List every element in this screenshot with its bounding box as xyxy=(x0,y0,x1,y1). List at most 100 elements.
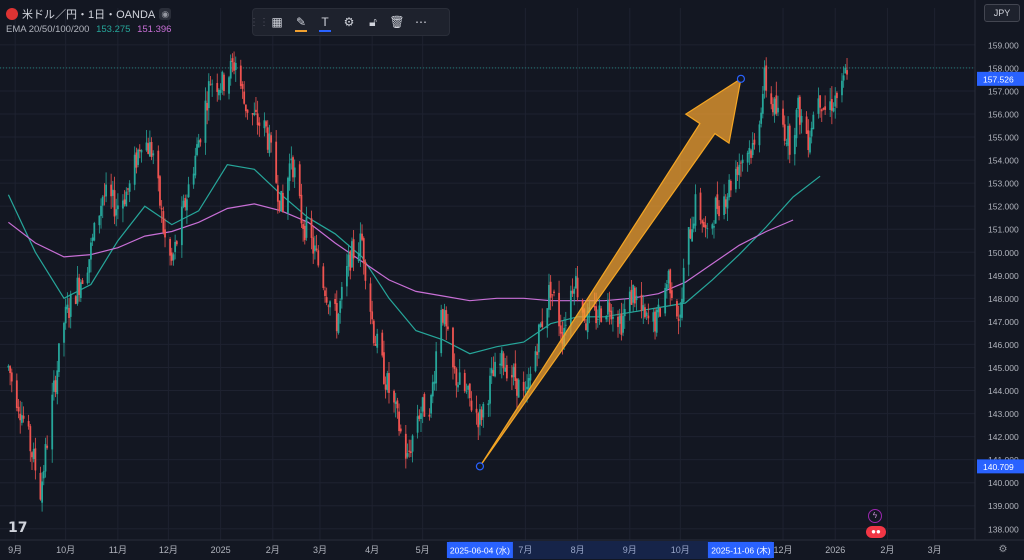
candle-body xyxy=(292,157,294,178)
crosshair-date-label: 2025-06-04 (水) xyxy=(450,546,510,556)
candle-body xyxy=(54,380,57,393)
tradingview-logo-icon[interactable]: 17 xyxy=(8,520,28,536)
candle-body xyxy=(229,60,232,79)
arrow-drawing-layer xyxy=(475,74,746,471)
grid xyxy=(0,8,975,540)
candle-body xyxy=(748,147,751,154)
candle-body xyxy=(537,324,540,353)
candle-body xyxy=(736,166,739,175)
candle-body xyxy=(337,313,340,333)
candle-body xyxy=(288,163,291,182)
delete-icon[interactable]: 🗑︎ xyxy=(389,15,405,29)
candle-body xyxy=(665,284,668,290)
candle-body xyxy=(770,93,773,105)
candle-body xyxy=(822,107,825,110)
candle-body xyxy=(718,205,720,217)
candle-body xyxy=(420,413,422,419)
candle-body xyxy=(287,177,289,213)
candle-body xyxy=(76,277,79,304)
candle-body xyxy=(682,267,685,302)
symbol-title[interactable]: 米ドル／円・1日・OANDA xyxy=(22,9,156,21)
candle-body xyxy=(137,149,139,165)
candle-body xyxy=(359,233,362,256)
candle-body xyxy=(351,241,353,268)
eye-icon[interactable]: ◉ xyxy=(159,8,172,20)
candle-body xyxy=(216,83,219,92)
drag-grip-icon[interactable]: ⋮⋮ xyxy=(249,16,269,28)
candle-body xyxy=(246,109,249,113)
more-icon[interactable]: ⋯ xyxy=(415,15,427,29)
candle-body xyxy=(499,363,502,366)
candle-body xyxy=(596,319,599,321)
candle-body xyxy=(628,291,631,312)
candle-body xyxy=(10,372,13,382)
lock-icon[interactable]: 🔓︎ xyxy=(369,14,377,29)
arrow-start-handle xyxy=(475,462,485,471)
candle-body xyxy=(64,306,67,324)
candle-body xyxy=(785,143,788,145)
time-tick-label: 3月 xyxy=(928,545,942,555)
candle-body xyxy=(681,298,683,318)
candle-body xyxy=(302,224,305,229)
price-tick-label: 140.000 xyxy=(988,478,1019,488)
candle-body xyxy=(598,305,601,318)
candle-body xyxy=(383,352,385,384)
candle-body xyxy=(207,81,210,109)
candle-body xyxy=(807,130,810,151)
price-tick-label: 144.000 xyxy=(988,386,1019,396)
price-tick-label: 154.000 xyxy=(988,156,1019,166)
price-tick-label: 152.000 xyxy=(988,202,1019,212)
candle-body xyxy=(335,302,338,332)
candle-body xyxy=(186,199,188,211)
time-tick-label: 2月 xyxy=(880,545,894,555)
currency-selector[interactable]: JPY xyxy=(984,4,1020,22)
candle-body xyxy=(517,379,520,398)
fill-color-icon[interactable]: ✎ xyxy=(289,11,313,33)
candle-body xyxy=(633,287,636,304)
candle-body xyxy=(595,306,598,324)
candle-body xyxy=(723,196,725,216)
price-tick-label: 155.000 xyxy=(988,133,1019,143)
candle-body xyxy=(44,444,47,472)
candle-body xyxy=(406,453,409,457)
price-tick-label: 151.000 xyxy=(988,225,1019,235)
candle-body xyxy=(349,251,352,271)
candle-body xyxy=(147,143,150,154)
candle-body xyxy=(516,378,518,396)
candle-body xyxy=(746,152,749,163)
flash-icon[interactable]: ϟ xyxy=(868,509,882,523)
candle-body xyxy=(775,95,778,114)
candle-body xyxy=(623,308,626,317)
candle-body xyxy=(657,304,660,313)
candle-body xyxy=(231,58,234,63)
text-icon[interactable]: T xyxy=(313,11,337,33)
price-tick-label: 149.000 xyxy=(988,271,1019,281)
candle-body xyxy=(829,101,832,110)
candle-body xyxy=(605,316,608,320)
candle-body xyxy=(669,269,672,294)
candle-body xyxy=(162,211,165,233)
candle-body xyxy=(664,287,667,314)
candle-body xyxy=(416,416,419,433)
candle-body xyxy=(741,159,744,164)
candle-body xyxy=(455,368,458,386)
candles xyxy=(7,51,848,512)
template-icon[interactable]: ▦ xyxy=(271,15,283,29)
candle-body xyxy=(399,428,402,432)
price-tick-label: 147.000 xyxy=(988,317,1019,327)
candle-body xyxy=(586,310,589,333)
candle-body xyxy=(115,209,118,216)
event-badge-icon[interactable]: ●● xyxy=(866,526,886,538)
settings-icon[interactable]: ⚙ xyxy=(343,15,355,29)
candle-body xyxy=(724,199,727,207)
overlay-labels: 2025-06-04 (水) 2025-11-06 (木) 157.526 140.7… xyxy=(446,71,1024,559)
price-tick-label: 159.000 xyxy=(988,40,1019,50)
arrow-end-handle xyxy=(736,74,746,83)
candle-body xyxy=(782,108,784,125)
axis-settings-icon[interactable]: ⚙ xyxy=(998,544,1008,555)
candle-body xyxy=(797,97,800,109)
ema-legend[interactable]: EMA 20/50/100/200 153.275 151.396 xyxy=(6,24,171,35)
candle-body xyxy=(169,238,171,256)
